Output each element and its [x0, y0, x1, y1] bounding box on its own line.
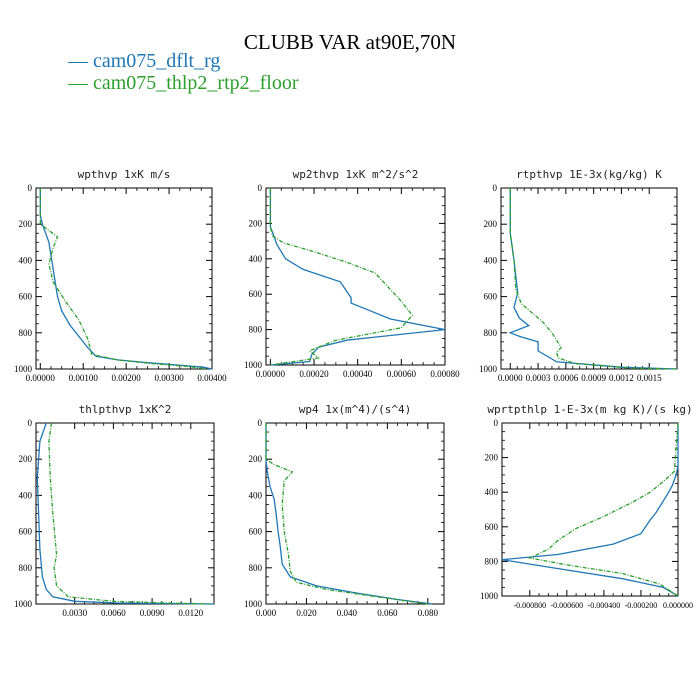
panel-1-ytick-label: 400: [249, 254, 263, 264]
panel-0-ytick-label: 400: [19, 255, 33, 265]
legend-label-dflt: cam075_dflt_rg: [93, 50, 221, 72]
panel-3-ytick-label: 400: [19, 490, 33, 500]
panel-2-series-1-line: [509, 188, 678, 370]
panel-3-xtick-label: 0.0120: [178, 608, 203, 618]
panel-3-frame: [35, 422, 215, 605]
legend-entry-floor: — cam075_thlp2_rtp2_floor: [68, 72, 299, 94]
panel-2-xtick-label: 0.0012: [609, 373, 634, 383]
panel-4-series-1-line: [265, 423, 428, 605]
panel-0-ytick-label: 200: [19, 219, 33, 229]
panel-4-title: wp4 1x(m^4)/(s^4): [299, 403, 412, 416]
panel-2-ytick-label: 800: [484, 328, 498, 338]
panel-3-xtick-label: 0.0060: [101, 608, 126, 618]
panel-4-ytick-label: 0: [258, 418, 263, 428]
panel-0-xtick-label: 0.00100: [69, 373, 99, 383]
panel-3-series-1-line: [48, 422, 211, 605]
panel-3-series-0-line: [36, 422, 215, 605]
panel-4-xtick-label: 0.060: [377, 608, 398, 618]
panel-5-frame: [501, 422, 679, 597]
panel-0-xtick-label: 0.00200: [112, 373, 142, 383]
legend-label-floor: cam075_thlp2_rtp2_floor: [93, 72, 299, 94]
panel-0-title: wpthvp 1xK m/s: [78, 168, 171, 181]
panel-0-ytick-label: 800: [19, 328, 33, 338]
panel-4-ytick-label: 1000: [244, 599, 263, 609]
panel-1-frame: [265, 187, 446, 366]
panel-5-ytick-label: 1000: [480, 591, 499, 601]
panel-4-xtick-label: 0.040: [337, 608, 358, 618]
panel-5-ytick-label: 800: [485, 556, 499, 566]
panel-2-xtick-label: 0.0009: [581, 373, 606, 383]
panel-4-xtick-label: 0.000: [256, 608, 277, 618]
panel-5-xtick-label: -0.000600: [551, 601, 584, 610]
panel-2-ytick-label: 200: [484, 219, 498, 229]
panel-4-ytick-label: 200: [249, 454, 263, 464]
panel-1-xtick-label: 0.00020: [299, 369, 329, 379]
panel-0-xtick-label: 0.00000: [26, 373, 56, 383]
panel-0-xtick-label: 0.00300: [154, 373, 184, 383]
panel-5-xtick-label: -0.000400: [588, 601, 621, 610]
panel-4-ytick-label: 600: [249, 527, 263, 537]
panel-1-ytick-label: 600: [249, 289, 263, 299]
legend-entry-dflt: — cam075_dflt_rg: [68, 50, 221, 72]
panel-1-xtick-label: 0.00040: [343, 369, 373, 379]
panel-5-series-1-line: [527, 422, 679, 597]
panel-3-ytick-label: 0: [28, 418, 33, 428]
panel-1-xtick-label: 0.00080: [430, 369, 460, 379]
panel-4-frame: [265, 422, 445, 605]
panel-4-series-0-line: [265, 423, 432, 605]
panel-3-title: thlpthvp 1xK^2: [79, 403, 172, 416]
panel-5-ytick-label: 200: [485, 453, 499, 463]
panel-0-ytick-label: 600: [19, 292, 33, 302]
panel-3-ytick-label: 800: [19, 563, 33, 573]
panel-5-ytick-label: 0: [494, 418, 499, 428]
panel-5-title: wprtpthlp 1-E-3x(m kg K)/(s kg): [487, 403, 692, 416]
panel-1-ytick-label: 1000: [244, 360, 263, 370]
panel-2-ytick-label: 400: [484, 255, 498, 265]
panel-1-ytick-label: 200: [249, 218, 263, 228]
panel-2-title: rtpthvp 1E-3x(kg/kg) K: [516, 168, 662, 181]
panel-0-ytick-label: 0: [28, 183, 33, 193]
panel-4-ytick-label: 400: [249, 490, 263, 500]
panel-1-title: wp2thvp 1xK m^2/s^2: [293, 168, 419, 181]
panel-4-xtick-label: 0.080: [418, 608, 439, 618]
panel-2-ytick-label: 600: [484, 292, 498, 302]
panel-5-xtick-label: -0.000200: [625, 601, 658, 610]
panel-2-series-0-line: [508, 188, 678, 370]
panel-2-ytick-label: 1000: [479, 364, 498, 374]
panel-2-xtick-label: 0.0006: [553, 373, 578, 383]
panel-2-xtick-label: 0.0000: [498, 373, 523, 383]
panel-5-ytick-label: 600: [485, 522, 499, 532]
panel-0-ytick-label: 1000: [14, 364, 33, 374]
panel-1-series-0-line: [269, 188, 446, 366]
panel-2-frame: [500, 187, 678, 370]
panel-0-series-0-line: [39, 188, 213, 370]
panel-3-xtick-label: 0.0090: [140, 608, 165, 618]
panel-2-xtick-label: 0.0015: [637, 373, 662, 383]
panel-0-series-1-line: [39, 188, 208, 370]
panel-3-ytick-label: 200: [19, 454, 33, 464]
panel-3-ytick-label: 600: [19, 527, 33, 537]
panel-5-ytick-label: 400: [485, 487, 499, 497]
panel-3-xtick-label: 0.0030: [62, 608, 87, 618]
panel-3-ytick-label: 1000: [14, 599, 33, 609]
panel-0-frame: [35, 187, 213, 370]
panel-4-xtick-label: 0.020: [296, 608, 317, 618]
panel-1-series-1-line: [269, 188, 414, 366]
panel-1-ytick-label: 800: [249, 325, 263, 335]
panel-5-series-0-line: [501, 423, 679, 597]
panel-2-ytick-label: 0: [493, 183, 498, 193]
panel-5-xtick-label: -0.000800: [513, 601, 546, 610]
figure-title: CLUBB VAR at90E,70N: [243, 30, 457, 54]
panel-1-xtick-label: 0.00000: [256, 369, 286, 379]
panel-1-xtick-label: 0.00060: [387, 369, 417, 379]
panel-5-xtick-label: 0.000000: [663, 601, 693, 610]
panel-1-ytick-label: 0: [258, 183, 263, 193]
panel-4-ytick-label: 800: [249, 563, 263, 573]
panel-0-xtick-label: 0.00400: [197, 373, 227, 383]
panel-2-xtick-label: 0.0003: [526, 373, 551, 383]
